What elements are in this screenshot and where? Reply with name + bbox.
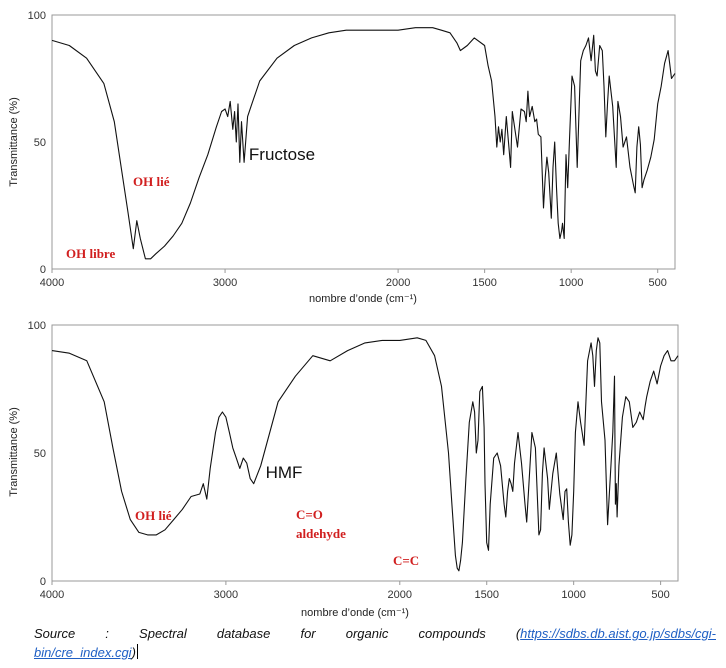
source-link[interactable]: https://sdbs.db.aist.go.jp/sdbs/cgi- [520,626,716,641]
fructose-y-tick-label: 50 [34,137,46,149]
hmf-spectrum-chart: 4000 3000 2000 1500 1000 500 0 50 100 HMF Transm… [8,320,679,619]
fructose-spectrum-chart: 4000 3000 2000 1500 1000 500 0 50 100 Fructose T… [8,10,676,305]
hmf-x-axis-label: nombre d’onde (cm⁻¹) [301,607,409,619]
fructose-x-tick-label: 500 [649,277,667,289]
fructose-y-tick-label: 0 [40,264,46,276]
fructose-x-tick-label: 2000 [386,277,410,289]
source-citation: Source : Spectral database for organic c… [34,624,716,662]
hmf-annotation-oh-lie: OH lié [135,508,172,523]
fructose-y-tick-label: 100 [28,10,46,22]
hmf-x-tick-label: 1500 [474,589,498,601]
hmf-y-tick-label: 0 [40,576,46,588]
hmf-spectrum-line [51,337,679,572]
source-prefix: Source : Spectral database for organic c… [34,626,521,641]
fructose-compound-label: Fructose [249,145,315,164]
fructose-x-tick-label: 1000 [559,277,583,289]
hmf-annotation-co: C=O [296,507,323,522]
hmf-y-axis-label: Transmittance (%) [8,407,20,496]
hmf-x-tick-label: 3000 [214,589,238,601]
hmf-annotation-cc: C=C [393,553,419,568]
fructose-x-tick-label: 4000 [40,277,64,289]
fructose-x-tick-label: 1500 [472,277,496,289]
fructose-annotation-oh-libre: OH libre [66,246,115,261]
source-link-line1: https://sdbs.db.aist.go.jp/sdbs/cgi- [520,626,716,641]
fructose-spectrum-line [51,27,676,260]
hmf-x-tick-label: 4000 [40,589,64,601]
fructose-x-tick-label: 3000 [213,277,237,289]
source-link-continued[interactable]: bin/cre_index.cgi [34,645,132,660]
text-cursor [136,644,138,659]
fructose-plot-frame [51,14,676,270]
fructose-ticks: 4000 3000 2000 1500 1000 500 0 50 100 [28,10,667,289]
hmf-annotation-aldehyde: aldehyde [296,526,346,541]
fructose-y-axis-label: Transmittance (%) [8,97,20,186]
fructose-annotation-oh-lie: OH lié [133,174,170,189]
source-line2: bin/cre_index.cgi) [34,643,716,662]
hmf-compound-label: HMF [266,463,303,482]
hmf-plot-frame [51,324,679,582]
hmf-x-tick-label: 2000 [388,589,412,601]
source-link-line2: bin/cre_index.cgi [34,645,132,660]
hmf-x-tick-label: 500 [651,589,669,601]
hmf-y-tick-label: 50 [34,448,46,460]
hmf-x-tick-label: 1000 [561,589,585,601]
hmf-ticks: 4000 3000 2000 1500 1000 500 0 50 100 [28,320,670,601]
source-suffix: ) [131,645,136,660]
hmf-y-tick-label: 100 [28,320,46,332]
fructose-x-axis-label: nombre d’onde (cm⁻¹) [309,293,417,305]
